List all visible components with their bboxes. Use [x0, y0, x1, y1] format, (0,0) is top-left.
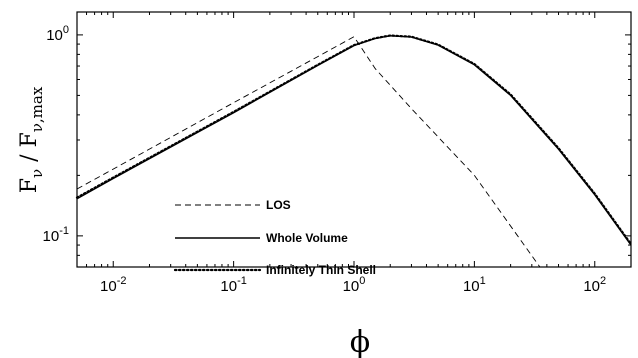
- x-axis-label: ϕ: [350, 325, 370, 358]
- legend: LOS Whole Volume Infinitely Thin Shell: [173, 198, 376, 277]
- plot-frame: [76, 11, 632, 268]
- legend-label: Whole Volume: [266, 231, 348, 245]
- x-tick-label: 102: [583, 275, 606, 295]
- legend-label: LOS: [266, 198, 291, 212]
- series-lines: [75, 34, 633, 268]
- tick-labels: 10-2 10-1 100 101 102 10-1 100: [43, 24, 607, 295]
- axis-ticks: [76, 12, 632, 268]
- x-tick-label: 100: [343, 275, 366, 295]
- y-axis-label: Fν / Fν,max: [17, 86, 46, 193]
- x-tick-label: 101: [463, 275, 486, 295]
- y-tick-label: 10-1: [43, 225, 69, 245]
- series-line-3: [75, 34, 633, 246]
- series-line-2: [76, 35, 632, 246]
- y-tick-label: 100: [46, 24, 69, 44]
- x-tick-label: 10-2: [100, 275, 126, 295]
- x-tick-label: 10-1: [220, 275, 246, 295]
- plot-area: [75, 11, 633, 268]
- legend-label: Infinitely Thin Shell: [266, 263, 376, 277]
